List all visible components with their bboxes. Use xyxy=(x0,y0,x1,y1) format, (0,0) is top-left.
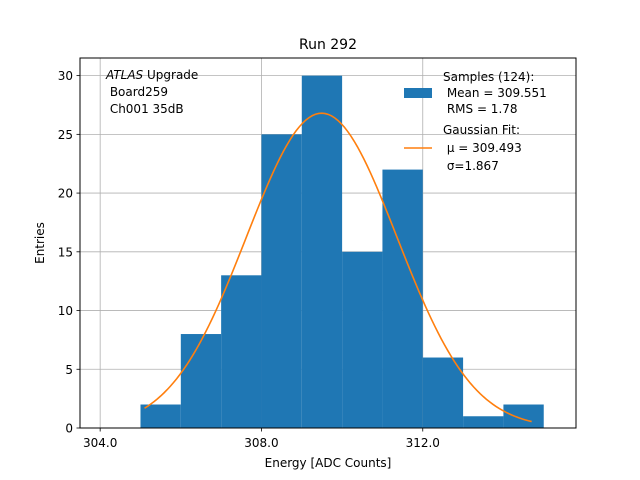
chart-title: Run 292 xyxy=(299,37,357,53)
histogram-bar xyxy=(382,169,423,429)
annotation-experiment: ATLAS xyxy=(105,68,144,82)
annotation-box: ATLAS Upgrade Board259 Ch001 35dB xyxy=(105,68,198,116)
histogram-bar xyxy=(301,75,343,428)
legend-fit-line-1: Gaussian Fit: xyxy=(443,123,520,137)
y-tick-label: 0 xyxy=(65,422,73,436)
histogram-bar xyxy=(221,275,262,428)
annotation-line-1: ATLAS Upgrade xyxy=(105,68,198,82)
histogram-bar xyxy=(180,334,222,428)
histogram-bar xyxy=(342,251,383,428)
y-tick-label: 10 xyxy=(58,304,73,318)
legend-samples-line-2: Mean = 309.551 xyxy=(443,86,547,100)
legend-samples-line-3: RMS = 1.78 xyxy=(443,102,518,116)
histogram-bar xyxy=(261,134,302,428)
gaussian-fit-line xyxy=(144,112,532,423)
y-axis-label: Entries xyxy=(33,222,47,264)
histogram-bars xyxy=(140,75,544,429)
gaussian-fit xyxy=(144,112,532,423)
histogram-bar xyxy=(503,404,544,428)
annotation-board: Board259 xyxy=(106,85,168,99)
legend-fit-line-3: σ=1.867 xyxy=(443,159,499,173)
legend-samples-swatch xyxy=(404,88,432,98)
legend: Samples (124): Mean = 309.551 RMS = 1.78… xyxy=(404,70,547,173)
y-tick-label: 25 xyxy=(58,128,73,142)
x-tick-label: 304.0 xyxy=(83,436,117,450)
y-tick-label: 30 xyxy=(58,69,73,83)
histogram-bar xyxy=(422,357,464,428)
legend-samples-line-1: Samples (124): xyxy=(443,70,534,84)
histogram-bar xyxy=(463,416,504,428)
annotation-suffix: Upgrade xyxy=(143,68,198,82)
annotation-channel: Ch001 35dB xyxy=(106,102,184,116)
y-tick-label: 15 xyxy=(58,245,73,259)
axis-ticks: 304.0 308.0 312.0 0 5 10 15 20 25 30 xyxy=(58,69,440,450)
x-tick-label: 312.0 xyxy=(406,436,440,450)
histogram-bar xyxy=(140,404,181,428)
x-tick-label: 308.0 xyxy=(244,436,278,450)
plot-frame xyxy=(79,57,577,429)
y-tick-label: 5 xyxy=(65,363,73,377)
y-tick-label: 20 xyxy=(58,187,73,201)
legend-fit-line-2: μ = 309.493 xyxy=(443,141,522,155)
x-axis-label: Energy [ADC Counts] xyxy=(265,456,392,470)
